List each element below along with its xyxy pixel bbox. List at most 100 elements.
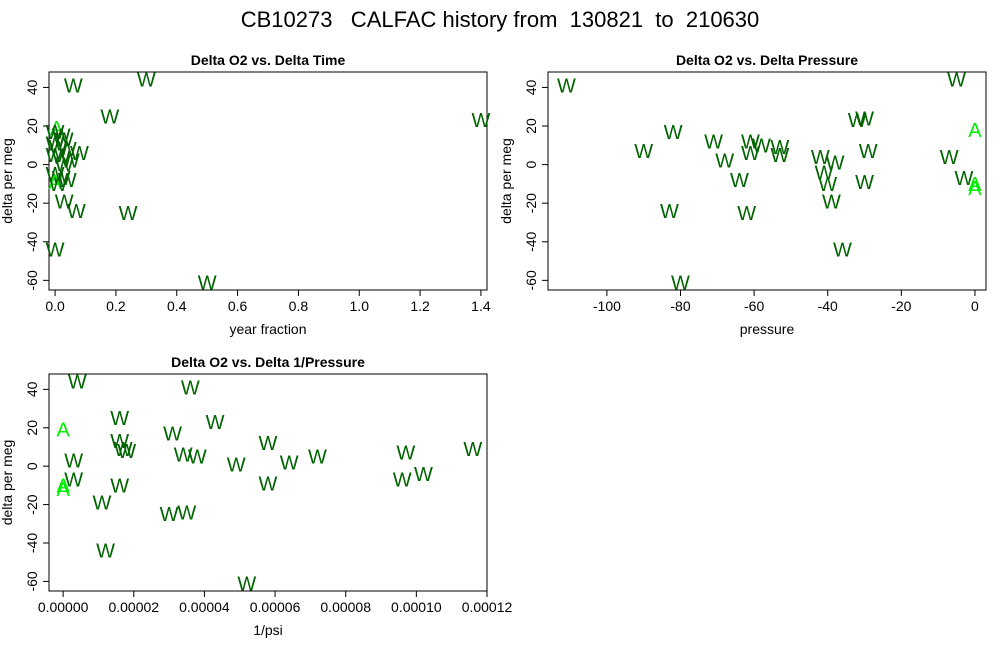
y-tick-label: 0 <box>24 161 40 169</box>
data-point-a: A <box>968 178 982 200</box>
data-point-w: W <box>855 108 874 130</box>
data-point-w: W <box>55 130 74 152</box>
data-point-w: W <box>52 168 71 190</box>
data-point-w: W <box>64 76 83 98</box>
x-tick-label: 0 <box>971 298 979 314</box>
data-point-w: W <box>110 408 129 430</box>
data-point-w: W <box>704 131 723 153</box>
x-tick-label: 1.0 <box>350 298 370 314</box>
data-point-w: W <box>770 145 789 167</box>
y-axis-label: delta per meg <box>0 138 15 224</box>
x-tick-label: 0.8 <box>289 298 309 314</box>
data-point-w: W <box>741 143 760 165</box>
data-point-w: W <box>308 447 327 469</box>
data-point-w: W <box>46 133 65 155</box>
x-tick-label: 1.2 <box>410 298 430 314</box>
y-tick-label: 40 <box>24 79 40 95</box>
data-point-w: W <box>160 504 179 526</box>
x-tick-label: 0.00000 <box>38 599 89 615</box>
panel-title: Delta O2 vs. Delta Time <box>191 52 346 68</box>
data-point-a: A <box>48 172 62 194</box>
plot-frame <box>48 71 488 291</box>
data-point-w: W <box>393 470 412 492</box>
plot-frame <box>547 71 987 291</box>
x-tick-label: -100 <box>593 298 621 314</box>
x-axis-label: year fraction <box>229 321 306 337</box>
data-point-w: W <box>119 203 138 225</box>
y-tick-label: -60 <box>523 270 539 290</box>
data-point-a: A <box>56 475 70 497</box>
data-point-w: W <box>396 443 415 465</box>
data-point-w: W <box>137 70 156 92</box>
data-point-w: W <box>227 454 246 476</box>
data-point-w: W <box>46 239 65 261</box>
data-point-w: W <box>188 447 207 469</box>
data-point-a: A <box>56 479 70 501</box>
data-point-w: W <box>58 139 77 161</box>
data-point-w: W <box>737 203 756 225</box>
x-tick-label: 0.0 <box>45 298 65 314</box>
data-point-w: W <box>114 439 133 461</box>
data-point-w: W <box>730 170 749 192</box>
data-point-w: W <box>100 106 119 128</box>
y-tick-label: -40 <box>24 533 40 553</box>
data-point-w: W <box>947 70 966 92</box>
y-tick-label: -20 <box>24 193 40 213</box>
data-point-w: W <box>70 143 89 165</box>
data-point-w: W <box>174 445 193 467</box>
data-point-w: W <box>58 170 77 192</box>
data-point-w: W <box>859 141 878 163</box>
data-point-a: A <box>968 120 982 142</box>
panel-delta-pressure: Delta O2 vs. Delta Pressure -100 -80 -60 -40… <box>498 52 987 337</box>
figure-title: CB10273 CALFAC history from 130821 to 21… <box>241 7 760 32</box>
data-point-w: W <box>259 473 278 495</box>
data-point-w: W <box>64 450 83 472</box>
data-point-w: W <box>280 452 299 474</box>
data-point-w: W <box>664 122 683 144</box>
data-point-w: W <box>715 151 734 173</box>
data-point-w: W <box>61 151 80 173</box>
data-point-w: W <box>940 147 959 169</box>
data-point-w: W <box>49 174 68 196</box>
panel-title: Delta O2 vs. Delta 1/Pressure <box>171 354 365 370</box>
data-point-w: W <box>848 110 867 132</box>
plot-frame <box>48 373 488 592</box>
data-point-w: W <box>93 493 112 515</box>
x-tick-label: 0.00012 <box>462 599 513 615</box>
data-point-w: W <box>52 126 71 148</box>
data-point-w: W <box>811 147 830 169</box>
x-tick-label: 0.00010 <box>391 599 442 615</box>
data-point-w: W <box>55 191 74 213</box>
data-point-w: W <box>259 433 278 455</box>
data-point-a: A <box>56 420 70 442</box>
x-tick-label: -80 <box>670 298 690 314</box>
x-tick-label: 0.00004 <box>179 599 230 615</box>
data-point-w: W <box>463 439 482 461</box>
data-point-w: W <box>826 153 845 175</box>
data-point-w: W <box>117 441 136 463</box>
data-point-w: W <box>49 137 68 159</box>
data-point-w: W <box>198 272 217 294</box>
y-tick-label: -40 <box>24 231 40 251</box>
data-point-w: W <box>557 76 576 98</box>
data-point-w: W <box>818 174 837 196</box>
data-point-w: W <box>741 131 760 153</box>
x-tick-label: -20 <box>891 298 911 314</box>
data-point-w: W <box>181 377 200 399</box>
data-point-w: W <box>64 470 83 492</box>
data-point-w: W <box>660 201 679 223</box>
x-tick-label: 0.4 <box>167 298 187 314</box>
y-tick-label: -20 <box>24 494 40 514</box>
data-point-a: A <box>50 118 64 140</box>
x-tick-label: -60 <box>744 298 764 314</box>
data-point-w: W <box>206 412 225 434</box>
data-point-w: W <box>52 147 71 169</box>
data-point-w: W <box>833 239 852 261</box>
panel-title: Delta O2 vs. Delta Pressure <box>676 52 858 68</box>
panel-delta-inv-pressure: Delta O2 vs. Delta 1/Pressure 0.00000 0.00… <box>0 354 513 638</box>
y-tick-label: 20 <box>24 118 40 134</box>
y-tick-label: 20 <box>523 118 539 134</box>
x-tick-label: 0.2 <box>106 298 126 314</box>
data-point-w: W <box>671 272 690 294</box>
